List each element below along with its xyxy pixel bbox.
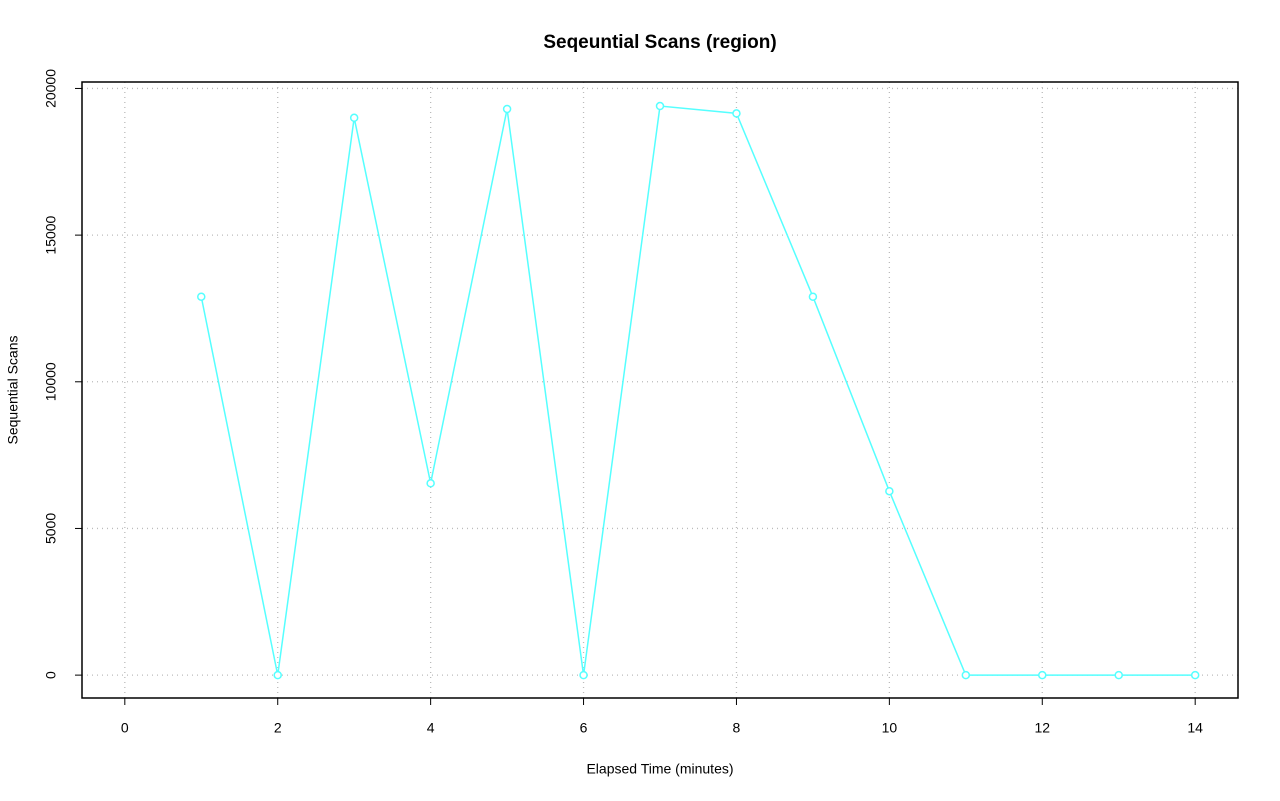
data-point — [349, 113, 359, 123]
data-point — [1114, 670, 1123, 680]
data-point — [808, 292, 818, 301]
data-point — [502, 104, 512, 114]
data-point — [273, 670, 282, 680]
plot-frame — [81, 81, 1239, 699]
data-point — [197, 292, 206, 301]
data-point — [1038, 670, 1047, 680]
x-tick-label: 14 — [1187, 720, 1203, 736]
data-line — [200, 105, 1196, 676]
x-tick-label: 4 — [427, 720, 435, 736]
data-point — [732, 109, 741, 118]
y-axis-label: Sequential Scans — [5, 336, 21, 445]
y-tick-label: 20000 — [43, 69, 59, 108]
y-tick-label: 0 — [43, 671, 59, 679]
y-tick-label: 5000 — [43, 513, 59, 544]
x-axis-label: Elapsed Time (minutes) — [586, 761, 733, 777]
data-point — [1190, 670, 1200, 680]
data-point — [579, 670, 588, 680]
y-tick-label: 15000 — [43, 215, 59, 254]
data-point — [655, 101, 665, 111]
x-tick-label: 12 — [1034, 720, 1050, 736]
data-point — [961, 670, 971, 680]
x-tick-label: 8 — [733, 720, 741, 736]
x-tick-label: 10 — [882, 720, 898, 736]
x-tick-label: 2 — [274, 720, 282, 736]
data-point — [426, 479, 435, 488]
x-tick-label: 6 — [580, 720, 588, 736]
x-tick-label: 0 — [121, 720, 129, 736]
data-point — [885, 486, 894, 496]
y-tick-label: 10000 — [43, 362, 59, 401]
chart-title: Seqeuntial Scans (region) — [543, 32, 776, 53]
